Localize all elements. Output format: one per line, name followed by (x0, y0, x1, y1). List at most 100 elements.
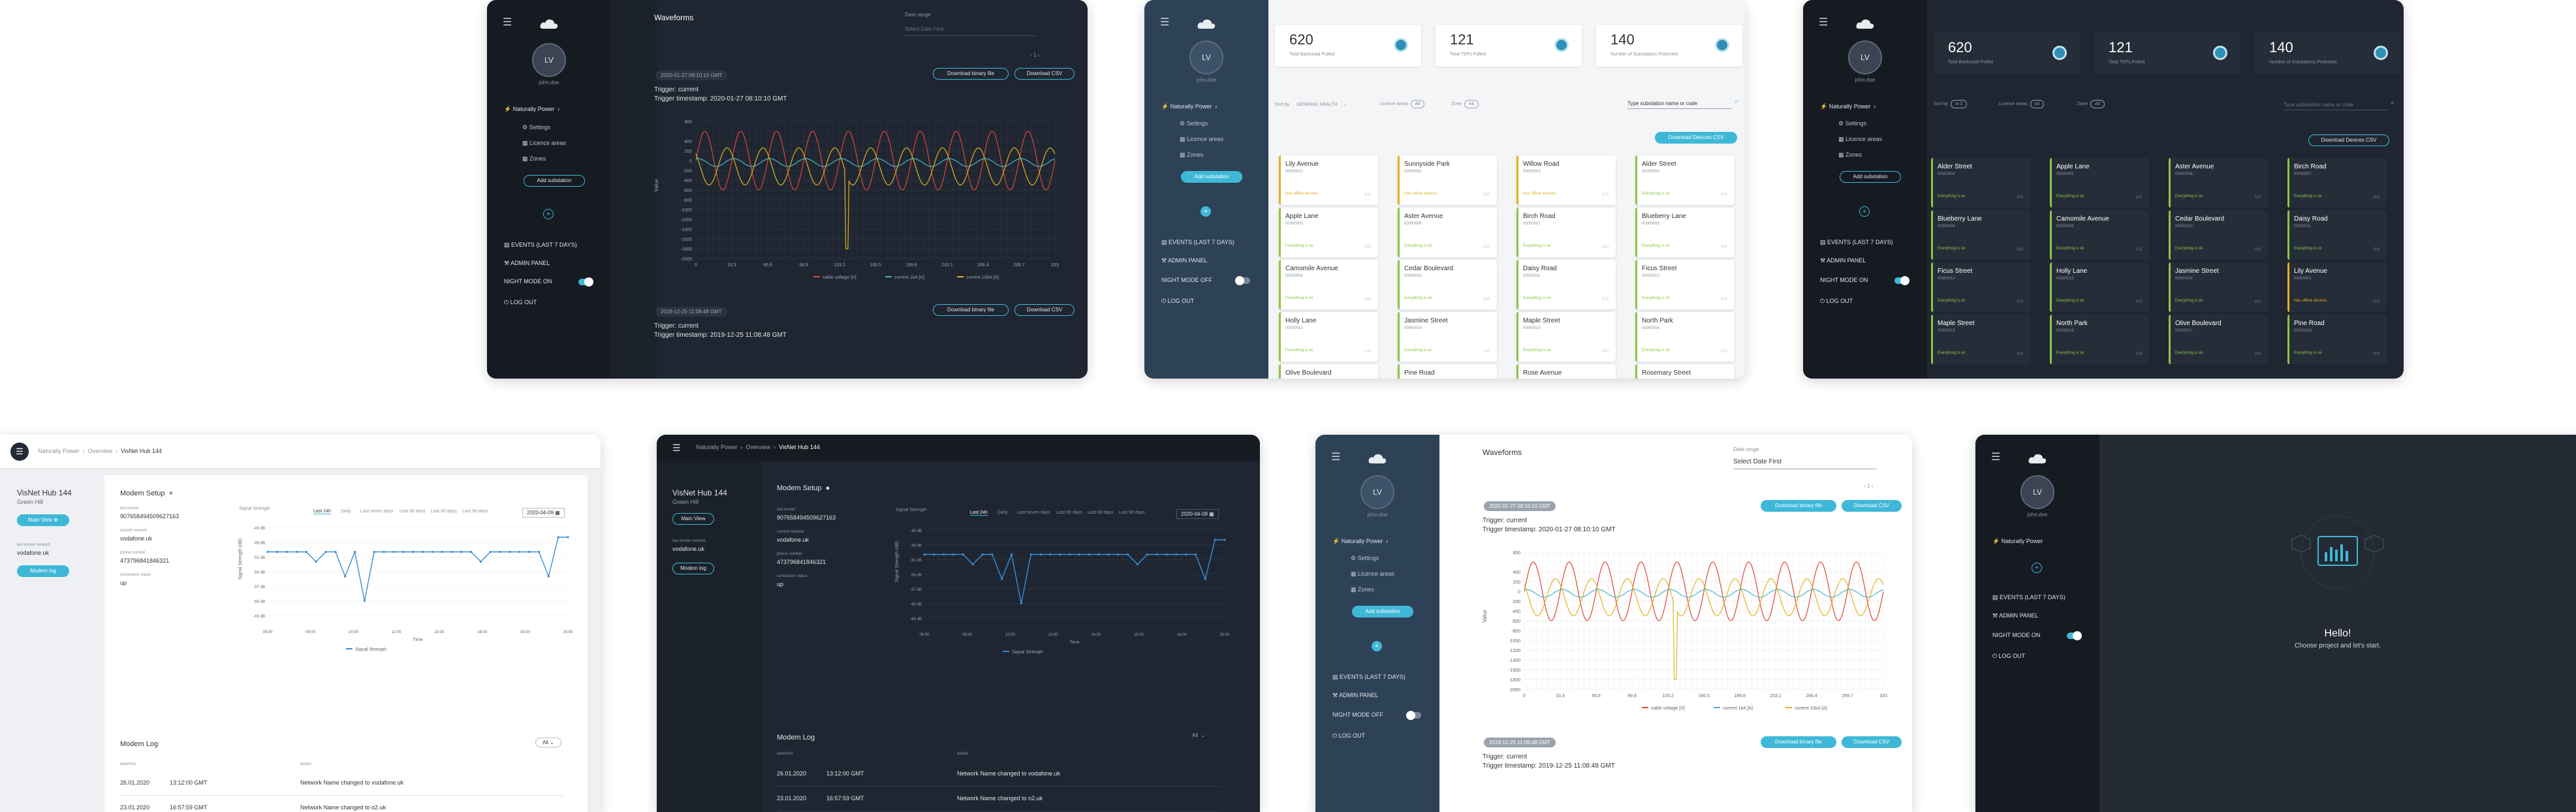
date-input[interactable]: Select Date First (1733, 458, 1782, 465)
card-actions-icon[interactable]: ○○ (1721, 243, 1728, 249)
search-icon[interactable]: ⌕ (2391, 99, 2395, 106)
substation-card[interactable]: Holly Lane 00000013 Everything is ok ○○ (1279, 312, 1378, 362)
search-input[interactable]: Type substation name or code (2284, 102, 2354, 108)
sidebar-item-licence[interactable]: ▦ Licence areas (1180, 136, 1224, 142)
add-project-button[interactable]: + (1372, 641, 1382, 651)
substation-card[interactable]: Blueberry Lane 00000008 Everything is ok ○○ (1635, 208, 1735, 257)
card-actions-icon[interactable]: ○○ (1483, 347, 1490, 354)
card-actions-icon[interactable]: ○○ (1364, 295, 1372, 302)
substation-card[interactable]: Apple Lane 00000005 Everything is ok ○○ (1279, 208, 1378, 257)
date-picker[interactable]: 2020-04-09 ▦ (1176, 509, 1219, 519)
range-tab[interactable]: Last 24h (313, 509, 331, 514)
range-tab[interactable]: Last 90 days (462, 509, 488, 514)
logout-button[interactable]: ⏻ LOG OUT (1332, 732, 1366, 739)
range-tab[interactable]: Last 60 days (1088, 510, 1114, 515)
download-binary-button-2[interactable]: Download binary file (1761, 736, 1836, 748)
substation-card[interactable]: Pine Road 00000018 Everything is ok ○○ (2287, 315, 2387, 364)
range-tab[interactable]: Daily (341, 509, 351, 514)
card-actions-icon[interactable]: ○○ (1483, 243, 1490, 249)
card-actions-icon[interactable]: ○○ (2373, 245, 2380, 252)
add-substation-button[interactable]: Add substation (1840, 171, 1901, 183)
night-mode-toggle[interactable] (578, 277, 593, 287)
card-actions-icon[interactable]: ○○ (1602, 295, 1609, 302)
add-project-button[interactable]: + (1201, 206, 1211, 217)
logout-button[interactable]: ⏻ LOG OUT (1161, 298, 1195, 304)
sidebar-item-licence[interactable]: ▦ Licence areas (1351, 570, 1395, 577)
sidebar-item-settings[interactable]: ⚙ Settings (1838, 120, 1867, 127)
avatar[interactable]: LV (1848, 40, 1882, 74)
card-actions-icon[interactable]: ○○ (1602, 191, 1609, 197)
substation-card[interactable]: Camomile Avenue 00000009 Everything is ok ○… (2050, 210, 2149, 260)
substation-card[interactable]: Rosemary Street○○ (1635, 364, 1735, 379)
card-actions-icon[interactable]: ○○ (2373, 350, 2380, 356)
night-mode-toggle[interactable] (1406, 711, 1421, 720)
night-mode-toggle[interactable] (1235, 276, 1250, 285)
main-view-button[interactable]: Main View (672, 513, 714, 525)
card-actions-icon[interactable]: ○○ (2254, 193, 2261, 200)
sidebar-item-settings[interactable]: ⚙ Settings (1351, 555, 1379, 561)
menu-icon[interactable]: ☰ (1160, 17, 1170, 28)
substation-card[interactable]: Aster Avenue 00000006 Everything is ok ○○ (2169, 158, 2268, 208)
sidebar-item-settings[interactable]: ⚙ Settings (522, 124, 551, 131)
substation-card[interactable]: Camomile Avenue 00000009 Everything is ok ○… (1279, 260, 1378, 309)
add-substation-button[interactable]: Add substation (1352, 606, 1413, 617)
substation-card[interactable]: Pine Road○○ (1398, 364, 1497, 379)
add-project-button[interactable]: + (2032, 563, 2042, 573)
sidebar-item-events[interactable]: ▤ EVENTS (LAST 7 DAYS) (1820, 239, 1893, 245)
night-mode-toggle[interactable] (1894, 276, 1909, 285)
sidebar-item-events[interactable]: ▤ EVENTS (LAST 7 DAYS) (504, 242, 577, 248)
add-substation-button[interactable]: Add substation (524, 175, 585, 187)
sidebar-item-events[interactable]: ▤ EVENTS (LAST 7 DAYS) (1992, 594, 2066, 601)
range-tab[interactable]: Last 30 days (400, 509, 426, 514)
card-actions-icon[interactable]: ○○ (2017, 193, 2024, 200)
project-selector[interactable]: ⚡ Naturally Power › (1820, 103, 1876, 110)
card-actions-icon[interactable]: ○○ (2254, 350, 2261, 356)
range-tab[interactable]: Last 90 days (1119, 510, 1145, 515)
menu-icon[interactable]: ☰ (672, 443, 681, 453)
modem-log-button[interactable]: Modem log (17, 565, 69, 577)
substation-card[interactable]: Aster Avenue 00000006 Everything is ok ○○ (1398, 208, 1497, 257)
card-actions-icon[interactable]: ○○ (1602, 347, 1609, 354)
log-filter[interactable]: All ⌄ (535, 738, 561, 747)
card-actions-icon[interactable]: ○○ (1364, 191, 1372, 197)
substation-card[interactable]: Lily Avenue 00000001 Has offline devices ○○ (1279, 155, 1378, 205)
sort-filter[interactable]: Sort by A-Z (1934, 100, 1968, 108)
card-actions-icon[interactable]: ○○ (1483, 191, 1490, 197)
download-csv-button[interactable]: Download CSV (1842, 500, 1902, 512)
substation-card[interactable]: Birch Road 00000007 Everything is ok ○○ (1516, 208, 1616, 257)
card-actions-icon[interactable]: ○○ (1602, 243, 1609, 249)
licence-filter[interactable]: Licence areas All (1999, 100, 2045, 108)
substation-card[interactable]: North Park 00000016 Everything is ok ○○ (1635, 312, 1735, 362)
range-tab[interactable]: Last seven days (1017, 510, 1050, 515)
card-actions-icon[interactable]: ○○ (2017, 350, 2024, 356)
menu-icon[interactable]: ☰ (503, 17, 512, 28)
range-tab[interactable]: Last 30 days (1056, 510, 1082, 515)
substation-card[interactable]: Apple Lane 00000005 Everything is ok ○○ (2050, 158, 2149, 208)
add-substation-button[interactable]: Add substation (1181, 171, 1242, 183)
avatar[interactable]: LV (1189, 40, 1223, 74)
sidebar-item-events[interactable]: ▤ EVENTS (LAST 7 DAYS) (1332, 674, 1406, 680)
range-tab[interactable]: Last seven days (360, 509, 394, 514)
main-view-button[interactable]: Main View ⊕ (17, 514, 69, 526)
substation-card[interactable]: Maple Street 00000015 Everything is ok ○○ (1931, 315, 2030, 364)
substation-card[interactable]: Sunnyside Park 00000002 Has offline device… (1398, 155, 1497, 205)
card-actions-icon[interactable]: ○○ (2017, 245, 2024, 252)
zone-filter[interactable]: Zone All (1451, 100, 1479, 108)
sidebar-item-licence[interactable]: ▦ Licence areas (522, 140, 567, 146)
card-actions-icon[interactable]: ○○ (2135, 193, 2143, 200)
substation-card[interactable]: Daisy Road 00000011 Everything is ok ○○ (2287, 210, 2387, 260)
card-actions-icon[interactable]: ○○ (1364, 347, 1372, 354)
card-actions-icon[interactable]: ○○ (2135, 350, 2143, 356)
download-devices-csv-button[interactable]: Download Devices CSV (1655, 132, 1737, 144)
card-actions-icon[interactable]: ○○ (1721, 295, 1728, 302)
modem-log-button[interactable]: Modem log (672, 563, 714, 574)
substation-card[interactable]: Birch Road 00000007 Everything is ok ○○ (2287, 158, 2387, 208)
substation-card[interactable]: Blueberry Lane 00000008 Everything is ok ○○ (1931, 210, 2030, 260)
sidebar-item-admin[interactable]: ⚒ ADMIN PANEL (504, 260, 550, 266)
substation-card[interactable]: Olive Boulevard 00000017 Everything is ok ○… (2169, 315, 2268, 364)
download-binary-button[interactable]: Download binary file (933, 68, 1009, 80)
avatar[interactable]: LV (1360, 475, 1394, 509)
sidebar-item-admin[interactable]: ⚒ ADMIN PANEL (1161, 257, 1208, 264)
logout-button[interactable]: ⏻ LOG OUT (1992, 653, 2026, 659)
substation-card[interactable]: Jasmine Street 00000014 Everything is ok ○○ (1398, 312, 1497, 362)
